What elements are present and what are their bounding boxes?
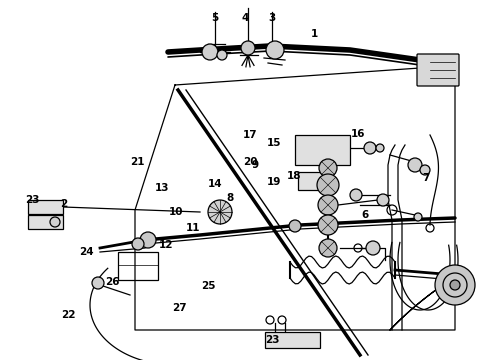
FancyBboxPatch shape [417,54,459,86]
Text: 27: 27 [172,303,186,313]
Text: 17: 17 [243,130,257,140]
Bar [295,135,350,165]
Text: 4: 4 [241,13,249,23]
Text: 5: 5 [211,13,219,23]
Text: 24: 24 [79,247,93,257]
Circle shape [92,277,104,289]
Text: 2: 2 [60,199,68,209]
Text: 10: 10 [169,207,183,217]
Text: 20: 20 [243,157,257,167]
Circle shape [350,189,362,201]
Text: 23: 23 [25,195,39,205]
Text: 25: 25 [201,281,215,291]
Text: 12: 12 [159,240,173,250]
Text: 9: 9 [251,160,259,170]
Bar [298,172,328,190]
Text: 18: 18 [287,171,301,181]
Bar [28,215,63,229]
Circle shape [217,50,227,60]
Circle shape [318,195,338,215]
Bar [265,332,320,348]
Text: 19: 19 [267,177,281,187]
Text: 13: 13 [155,183,169,193]
Circle shape [319,239,337,257]
Circle shape [366,241,380,255]
Text: 16: 16 [351,129,365,139]
Bar [28,200,63,214]
Circle shape [318,215,338,235]
Text: 1: 1 [310,29,318,39]
Circle shape [241,41,255,55]
Text: 7: 7 [422,173,430,183]
Text: 15: 15 [267,138,281,148]
Text: 26: 26 [105,277,119,287]
Circle shape [208,200,232,224]
Circle shape [364,142,376,154]
Circle shape [50,217,60,227]
Text: 23: 23 [265,335,279,345]
Circle shape [266,41,284,59]
Circle shape [132,238,144,250]
Text: 22: 22 [61,310,75,320]
Circle shape [414,213,422,221]
Circle shape [319,159,337,177]
Circle shape [202,44,218,60]
Circle shape [289,220,301,232]
Circle shape [420,165,430,175]
Text: 8: 8 [226,193,234,203]
Circle shape [408,158,422,172]
Text: 11: 11 [186,223,200,233]
Circle shape [376,144,384,152]
Bar [118,252,158,280]
Circle shape [140,232,156,248]
Text: 21: 21 [130,157,144,167]
Text: 14: 14 [208,179,222,189]
Circle shape [435,265,475,305]
Circle shape [317,174,339,196]
Circle shape [377,194,389,206]
Text: 3: 3 [269,13,275,23]
Circle shape [450,280,460,290]
Text: 6: 6 [362,210,368,220]
